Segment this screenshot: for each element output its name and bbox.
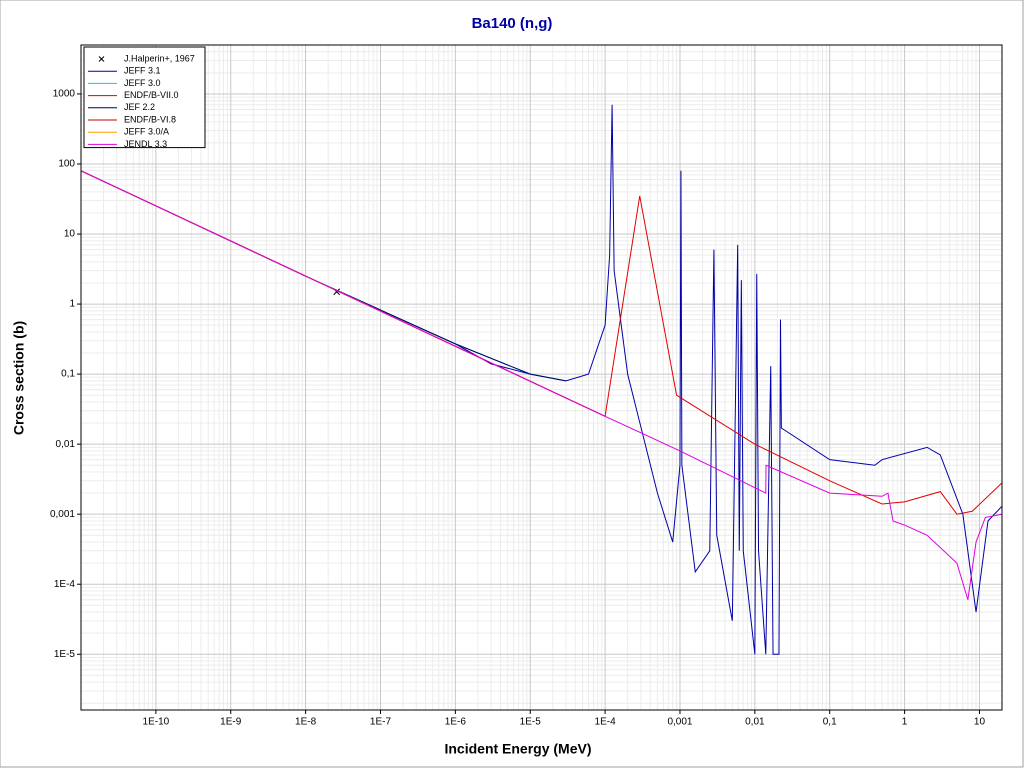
series-line (81, 170, 1002, 600)
y-tick-label: 1000 (53, 89, 76, 100)
legend-marker (98, 56, 105, 62)
x-tick-label: 0,1 (823, 717, 837, 728)
x-tick-label: 1E-9 (220, 717, 242, 728)
x-tick-label: 1E-8 (295, 717, 317, 728)
y-tick-label: 1E-4 (54, 579, 76, 590)
x-tick-label: 0,01 (745, 717, 765, 728)
chart-title: Ba140 (n,g) (472, 15, 553, 32)
y-tick-label: 1E-5 (54, 649, 76, 660)
legend-box (83, 46, 206, 149)
x-tick-label: 1E-6 (445, 717, 467, 728)
legend-label: JEFF 3.0/A (124, 127, 169, 137)
plot-lines (81, 104, 1002, 655)
legend-label: JEF 2.2 (124, 102, 155, 112)
plot-border (80, 44, 1003, 711)
y-tick-label: 1 (69, 299, 75, 310)
legend-label: J.Halperin+, 1967 (124, 53, 195, 63)
y-tick-label: 0,1 (61, 369, 75, 380)
legend-label: JEFF 3.1 (124, 66, 161, 76)
y-tick-label: 100 (58, 159, 75, 170)
y-tick-label: 10 (64, 229, 76, 240)
y-axis-label: Cross section (b) (11, 321, 27, 435)
y-tick-label: 0,001 (50, 509, 75, 520)
x-axis-label: Incident Energy (MeV) (444, 741, 591, 757)
legend-label: JEFF 3.0 (124, 78, 161, 88)
x-tick-label: 1E-5 (520, 717, 542, 728)
x-tick-label: 0,001 (667, 717, 692, 728)
y-tick-label: 0,01 (56, 439, 76, 450)
legend-label: ENDF/B-VII.0 (124, 90, 179, 100)
legend: J.Halperin+, 1967 JEFF 3.1 JEFF 3.0 ENDF/B-… (83, 46, 206, 149)
x-tick-label: 1 (902, 717, 908, 728)
x-tick-label: 1E-7 (370, 717, 392, 728)
grid (81, 44, 1003, 710)
x-tick-label: 10 (974, 717, 986, 728)
x-tick-label: 1E-10 (143, 717, 170, 728)
series-line (81, 104, 1002, 655)
legend-label: ENDF/B-VI.8 (124, 114, 176, 124)
x-tick-label: 1E-4 (595, 717, 617, 728)
legend-label: JENDL 3.3 (124, 139, 167, 149)
